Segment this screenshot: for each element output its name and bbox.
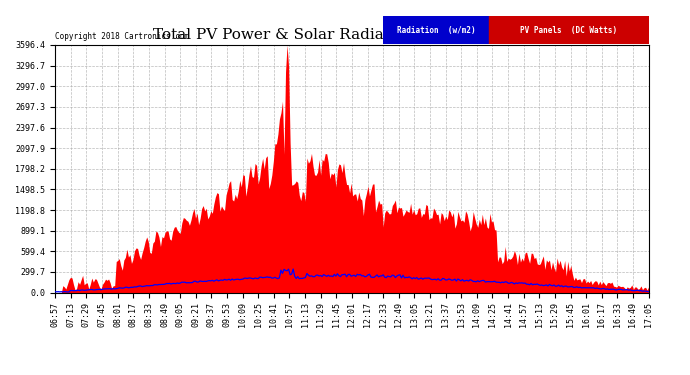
- Bar: [383, 16, 489, 44]
- Title: Total PV Power & Solar Radiation Sat Feb 17 17:20: Total PV Power & Solar Radiation Sat Feb…: [153, 28, 551, 42]
- Text: PV Panels  (DC Watts): PV Panels (DC Watts): [520, 26, 618, 35]
- Text: Copyright 2018 Cartronics.com: Copyright 2018 Cartronics.com: [55, 32, 189, 41]
- Text: Radiation  (w/m2): Radiation (w/m2): [397, 26, 475, 35]
- Bar: [489, 16, 649, 44]
